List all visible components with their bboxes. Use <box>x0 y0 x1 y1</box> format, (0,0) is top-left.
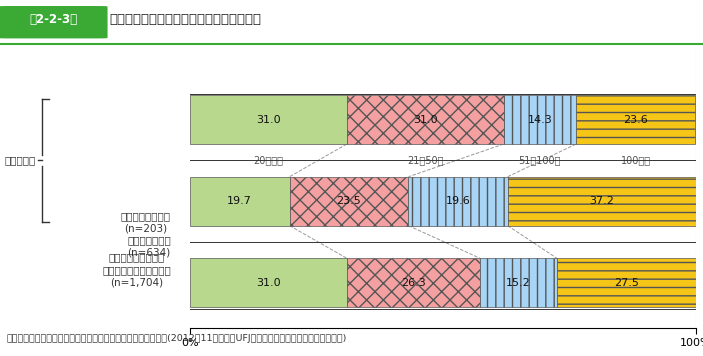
Text: 51～100人: 51～100人 <box>519 156 561 166</box>
Text: 23.6: 23.6 <box>624 115 648 125</box>
Text: 100人超: 100人超 <box>621 156 651 166</box>
Text: 19.7: 19.7 <box>227 196 252 206</box>
Bar <box>347 258 480 307</box>
Bar <box>508 177 696 226</box>
Text: 新事業展開実施有無別の企業の従業員規模: 新事業展開実施有無別の企業の従業員規模 <box>109 14 261 26</box>
Text: 21～50人: 21～50人 <box>407 156 444 166</box>
Bar <box>347 95 503 144</box>
Text: 多角化した企業
(n=634): 多角化した企業 (n=634) <box>127 235 171 257</box>
Bar <box>480 258 557 307</box>
Text: 31.0: 31.0 <box>256 115 280 125</box>
Text: 37.2: 37.2 <box>589 196 614 206</box>
FancyBboxPatch shape <box>0 6 108 38</box>
Bar <box>190 95 347 144</box>
Text: 15.2: 15.2 <box>506 278 531 288</box>
Bar <box>576 95 695 144</box>
Text: 31.0: 31.0 <box>413 115 437 125</box>
Text: 新事業展開: 新事業展開 <box>5 156 36 166</box>
Text: 20人以下: 20人以下 <box>253 156 283 166</box>
Text: 新事業展開を実施・
検討したことがない企業
(n=1,704): 新事業展開を実施・ 検討したことがない企業 (n=1,704) <box>102 252 171 287</box>
Bar <box>503 95 576 144</box>
Text: 23.5: 23.5 <box>337 196 361 206</box>
Bar <box>290 177 408 226</box>
Text: 14.3: 14.3 <box>527 115 552 125</box>
Text: 19.6: 19.6 <box>446 196 470 206</box>
Text: 資料：中小企業庁委託「中小企業の新事業展開に関する調査」(2012年11月、三菱UFJリサーチ＆コンサルティング（株）): 資料：中小企業庁委託「中小企業の新事業展開に関する調査」(2012年11月、三菱… <box>7 334 347 344</box>
Text: 27.5: 27.5 <box>614 278 639 288</box>
Text: 31.0: 31.0 <box>256 278 280 288</box>
Bar <box>190 177 290 226</box>
Bar <box>408 177 508 226</box>
Text: 事業転換した企業
(n=203): 事業転換した企業 (n=203) <box>121 211 171 234</box>
Bar <box>557 258 696 307</box>
Text: 第2-2-3図: 第2-2-3図 <box>29 14 77 26</box>
Bar <box>190 258 347 307</box>
Text: 26.3: 26.3 <box>401 278 425 288</box>
